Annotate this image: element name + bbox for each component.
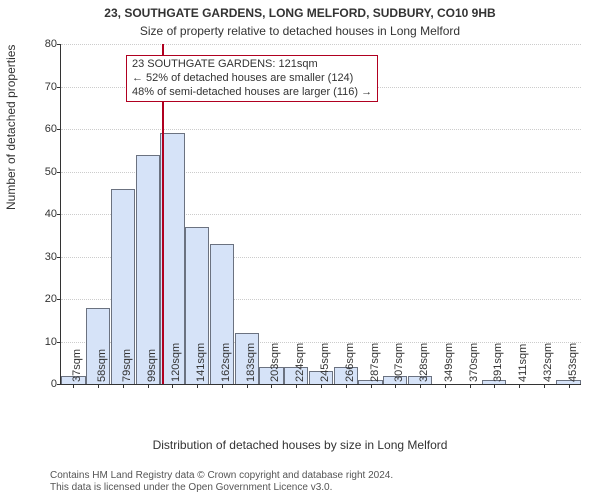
x-axis-label: Distribution of detached houses by size … — [0, 438, 600, 452]
x-tick-label: 224sqm — [294, 343, 306, 382]
y-tick-label: 50 — [27, 166, 57, 178]
x-tick-mark — [296, 384, 297, 388]
y-tick-label: 30 — [27, 251, 57, 263]
x-tick-mark — [73, 384, 74, 388]
y-tick-mark — [57, 214, 61, 215]
y-tick-mark — [57, 342, 61, 343]
y-axis-label: Number of detached properties — [4, 45, 18, 210]
x-tick-label: 58sqm — [96, 349, 108, 382]
x-tick-label: 203sqm — [269, 343, 281, 382]
x-tick-mark — [321, 384, 322, 388]
x-tick-label: 79sqm — [121, 349, 133, 382]
x-tick-label: 411sqm — [517, 344, 529, 382]
footer: Contains HM Land Registry data © Crown c… — [50, 470, 393, 494]
annotation-line: 23 SOUTHGATE GARDENS: 121sqm — [132, 58, 372, 72]
annotation-box: 23 SOUTHGATE GARDENS: 121sqm← 52% of det… — [126, 55, 378, 102]
y-tick-label: 10 — [27, 336, 57, 348]
x-tick-mark — [544, 384, 545, 388]
plot-area: 0102030405060708037sqm58sqm79sqm99sqm120… — [60, 44, 581, 385]
x-tick-mark — [346, 384, 347, 388]
y-tick-label: 0 — [27, 378, 57, 390]
footer-line-1: Contains HM Land Registry data © Crown c… — [50, 470, 393, 482]
y-tick-mark — [57, 44, 61, 45]
x-tick-label: 349sqm — [443, 343, 455, 382]
x-tick-label: 183sqm — [245, 343, 257, 382]
x-tick-mark — [371, 384, 372, 388]
y-tick-mark — [57, 129, 61, 130]
chart-container: { "title_line1": "23, SOUTHGATE GARDENS,… — [0, 0, 600, 500]
y-tick-label: 80 — [27, 38, 57, 50]
y-tick-mark — [57, 299, 61, 300]
y-tick-mark — [57, 257, 61, 258]
x-tick-label: 391sqm — [492, 343, 504, 382]
x-tick-label: 99sqm — [146, 349, 158, 382]
y-tick-label: 60 — [27, 123, 57, 135]
x-tick-mark — [420, 384, 421, 388]
x-tick-mark — [470, 384, 471, 388]
x-tick-label: 141sqm — [195, 343, 207, 382]
y-tick-label: 40 — [27, 208, 57, 220]
x-tick-label: 162sqm — [220, 343, 232, 382]
x-tick-mark — [222, 384, 223, 388]
x-tick-label: 266sqm — [344, 343, 356, 382]
y-tick-mark — [57, 172, 61, 173]
x-tick-mark — [395, 384, 396, 388]
x-tick-mark — [494, 384, 495, 388]
x-tick-mark — [247, 384, 248, 388]
x-tick-label: 245sqm — [319, 343, 331, 382]
x-tick-mark — [271, 384, 272, 388]
chart-title: 23, SOUTHGATE GARDENS, LONG MELFORD, SUD… — [0, 6, 600, 20]
x-tick-mark — [445, 384, 446, 388]
x-tick-label: 370sqm — [468, 343, 480, 382]
x-tick-label: 432sqm — [542, 343, 554, 382]
x-tick-label: 307sqm — [393, 343, 405, 382]
x-tick-label: 120sqm — [170, 343, 182, 382]
x-tick-mark — [98, 384, 99, 388]
y-tick-label: 70 — [27, 81, 57, 93]
x-tick-label: 37sqm — [71, 349, 83, 382]
annotation-line: 48% of semi-detached houses are larger (… — [132, 86, 372, 100]
x-tick-mark — [197, 384, 198, 388]
gridline — [61, 129, 581, 130]
x-tick-mark — [123, 384, 124, 388]
x-tick-label: 453sqm — [567, 343, 579, 382]
x-tick-mark — [172, 384, 173, 388]
chart-subtitle: Size of property relative to detached ho… — [0, 24, 600, 38]
footer-line-2: This data is licensed under the Open Gov… — [50, 482, 393, 494]
x-tick-mark — [148, 384, 149, 388]
x-tick-label: 287sqm — [369, 343, 381, 382]
y-tick-mark — [57, 384, 61, 385]
x-tick-mark — [519, 384, 520, 388]
annotation-line: ← 52% of detached houses are smaller (12… — [132, 72, 372, 86]
gridline — [61, 44, 581, 45]
y-tick-mark — [57, 87, 61, 88]
x-tick-mark — [569, 384, 570, 388]
x-tick-label: 328sqm — [418, 343, 430, 382]
y-tick-label: 20 — [27, 293, 57, 305]
